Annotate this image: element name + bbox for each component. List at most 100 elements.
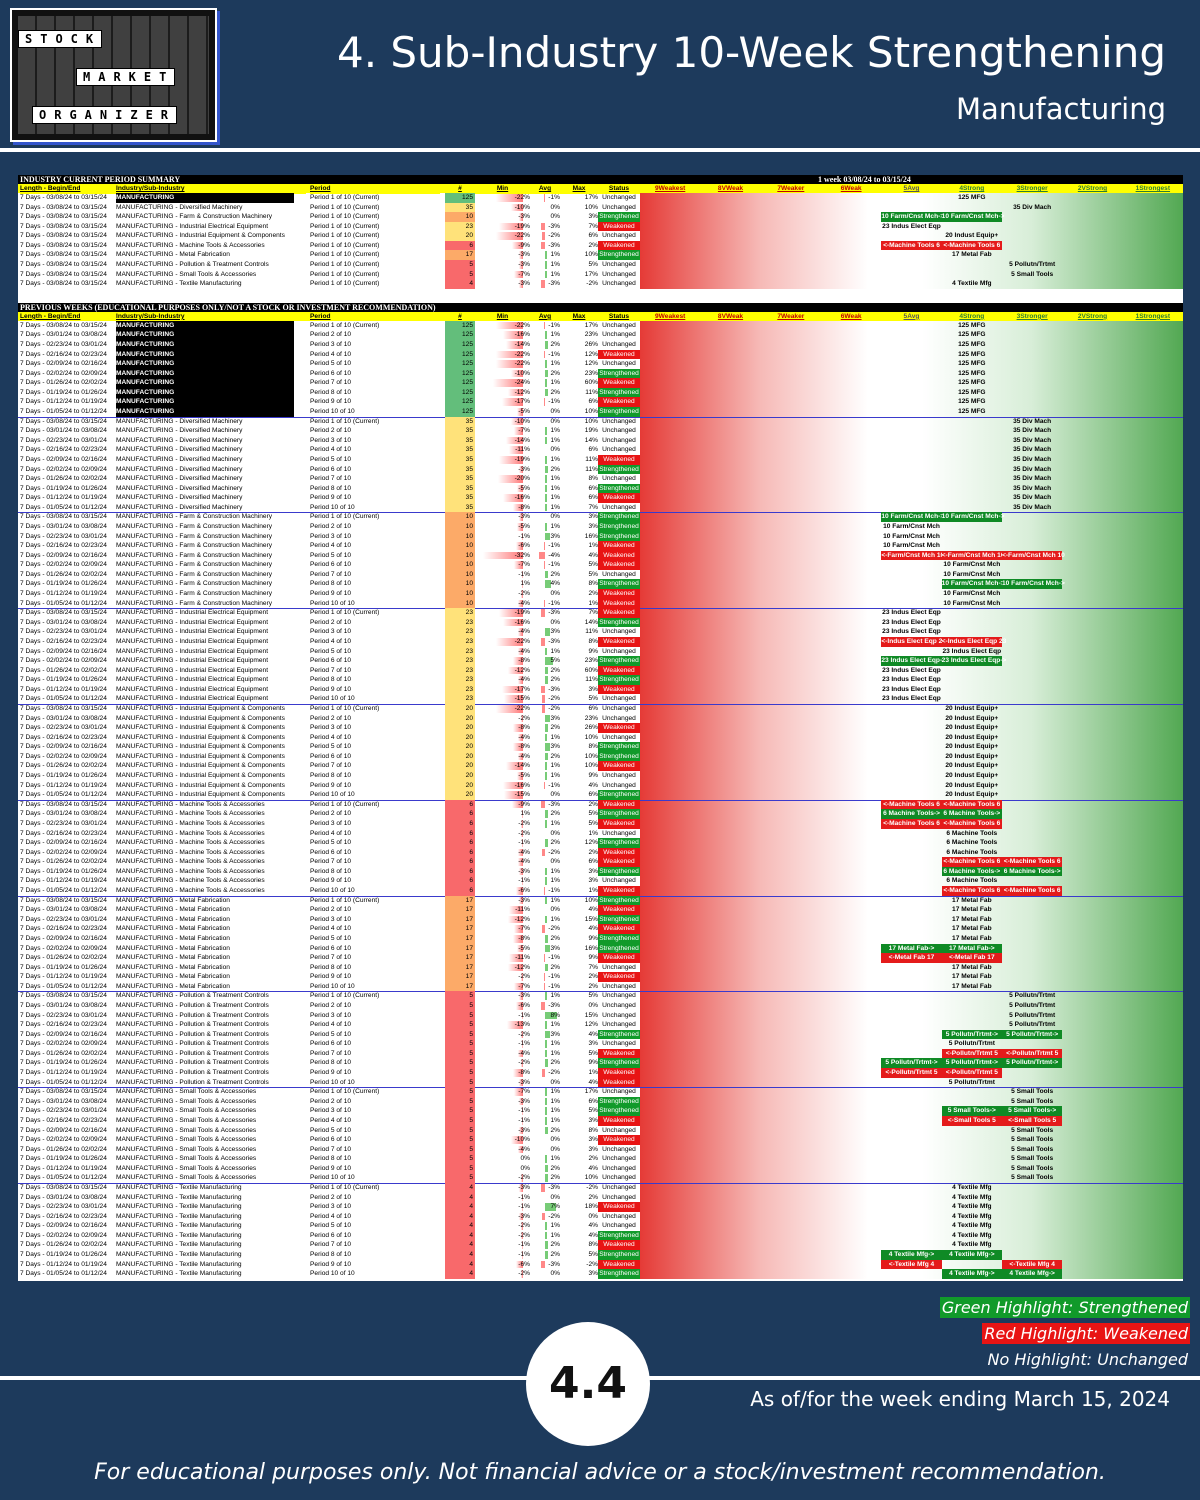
status: Strengthened [598,531,640,542]
min: -1% [518,1251,530,1259]
period: Period 7 of 10 [310,379,352,387]
min-bar [495,232,523,240]
avg-bar [545,657,553,665]
strength-label: 10 Farm/Cnst Mch [883,522,940,530]
strength-label: <-Pollutn/Trtmt 5 [941,1068,1002,1078]
min-bar [514,1088,523,1096]
avg-bar [545,261,547,269]
avg-bar [543,542,545,550]
period: Period 7 of 10 [310,1049,352,1057]
status: Unchanged [602,992,636,1000]
industry: MANUFACTURING - Machine Tools & Accessor… [116,877,265,885]
period: Period 5 of 10 [310,360,352,368]
industry: MANUFACTURING - Farm & Construction Mach… [116,599,273,607]
date: 7 Days - 02/09/24 to 02/16/24 [20,551,107,559]
industry: MANUFACTURING - Metal Fabrication [116,896,230,904]
strength-label: 5 Small Tools [1011,1174,1054,1182]
avg-bar [540,222,545,231]
max: 3% [588,1136,598,1144]
avg: 3% [550,532,560,540]
count: 10 [445,521,475,532]
avg: 1% [550,1222,560,1230]
status: Unchanged [602,877,636,885]
min: -14% [514,436,530,444]
avg-bar [545,1030,550,1039]
count: 17 [445,943,475,954]
min: -9% [518,241,530,249]
avg-bar [543,887,545,895]
max: 12% [584,839,598,847]
min: -1% [518,570,530,578]
max: 5% [588,561,598,569]
avg: -1% [548,973,560,981]
date: 7 Days - 03/01/24 to 03/08/24 [20,522,107,530]
avg: 3% [550,1030,560,1038]
date: 7 Days - 01/12/24 to 01/19/24 [20,877,107,885]
date: 7 Days - 01/05/24 to 01/12/24 [20,1174,107,1182]
column-header: Avg [530,184,560,194]
period: Period 1 of 10 (Current) [310,232,380,240]
industry: MANUFACTURING - Industrial Equipment & C… [116,733,285,741]
min-bar [509,954,523,962]
period: Period 6 of 10 [310,1040,352,1048]
max: 3% [588,522,598,530]
period: Period 5 of 10 [310,743,352,751]
min-bar [515,1260,523,1269]
strength-label: 5 Pollutn/Trtmt-> [881,1058,942,1069]
strength-header: 1Strongest [1122,311,1183,322]
period: Period 1 of 10 (Current) [310,609,380,617]
strength-label: 5 Pollutn/Trtmt [1009,1001,1056,1009]
strength-header: 9Weakest [640,184,701,194]
avg-bar [545,1088,547,1096]
count: 6 [445,809,475,819]
strength-label: 20 Indust Equip+ [945,733,999,741]
count: 20 [445,732,475,743]
industry: MANUFACTURING - Diversified Machinery [116,203,243,211]
avg-bar [545,427,547,435]
status: Weakened [598,636,640,647]
date: 7 Days - 02/23/24 to 03/01/24 [20,1107,107,1115]
count: 23 [445,636,475,647]
count: 20 [445,790,475,800]
date: 7 Days - 01/05/24 to 01/12/24 [20,887,107,895]
avg: -1% [548,561,560,569]
avg: -3% [548,1001,560,1009]
date: 7 Days - 02/16/24 to 02/23/24 [20,1212,107,1220]
date: 7 Days - 03/01/24 to 03/08/24 [20,331,107,339]
count: 125 [445,359,475,369]
date: 7 Days - 03/08/24 to 03/15/24 [20,232,107,240]
max: 6% [588,232,598,240]
status: Weakened [598,1202,640,1212]
min: -4% [518,848,530,856]
strength-label: 125 MFG [958,331,986,339]
strength-label: 23 Indus Elect Eqp [942,647,1002,655]
strength-label: 35 Div Mach [1013,436,1052,444]
status: Weakened [598,608,640,618]
count: 35 [445,502,475,513]
period: Period 10 of 10 [310,1078,355,1086]
status: Strengthened [598,387,640,398]
min: -19% [514,455,530,463]
avg-bar [542,695,545,703]
industry: MANUFACTURING - Farm & Construction Mach… [116,513,273,521]
max: 6% [588,494,598,502]
avg: -3% [548,800,560,808]
count: 10 [445,598,475,609]
status: Unchanged [602,705,636,712]
avg-bar [543,561,545,569]
period: Period 9 of 10 [310,1069,352,1077]
avg-bar [542,848,545,857]
min: -2% [518,829,530,837]
date: 7 Days - 02/23/24 to 03/01/24 [20,340,107,348]
industry: MANUFACTURING - Machine Tools & Accessor… [116,241,265,249]
avg-bar [543,599,545,608]
industry: MANUFACTURING [116,387,294,398]
date: 7 Days - 03/08/24 to 03/15/24 [20,251,107,259]
avg: -2% [548,925,560,933]
period: Period 10 of 10 [310,982,355,990]
avg: 0% [550,858,560,866]
max: 15% [584,915,598,923]
industry: MANUFACTURING - Metal Fabrication [116,944,230,952]
period: Period 8 of 10 [310,963,352,971]
period: Period 8 of 10 [310,1059,352,1067]
